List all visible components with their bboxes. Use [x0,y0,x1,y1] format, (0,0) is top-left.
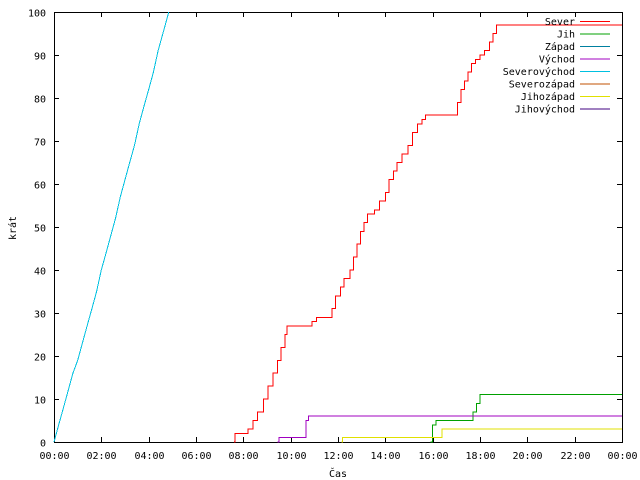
x-tick-label: 08:00 [228,451,258,462]
x-tick-label: 04:00 [134,451,164,462]
y-tick-label: 70 [34,138,46,149]
y-tick-labels: 0 10 20 30 40 50 60 70 80 90 100 [28,9,46,450]
legend-label: Severozápad [509,79,575,91]
x-tick-label: 00:00 [39,451,69,462]
axis-ticks [54,12,623,443]
legend-label: Severovýchod [503,66,575,78]
series-line-sever [233,24,622,443]
x-tick-label: 06:00 [181,451,211,462]
y-tick-label: 30 [34,310,46,321]
legend-label: Jihozápad [521,91,575,103]
x-axis-title: Čas [329,467,347,480]
y-tick-label: 60 [34,181,46,192]
x-tick-label: 20:00 [512,451,542,462]
x-tick-label: 14:00 [370,451,400,462]
y-tick-label: 40 [34,267,46,278]
x-tick-label: 18:00 [465,451,495,462]
legend-label: Sever [545,17,575,28]
y-tick-label: 80 [34,95,46,106]
y-axis-title: krát [7,216,19,240]
x-tick-label: 16:00 [418,451,448,462]
x-tick-label: 12:00 [323,451,353,462]
series-line-severovýchod [53,11,170,443]
legend-label: Západ [545,41,575,53]
x-tick-labels: 00:00 02:00 04:00 06:00 08:00 10:00 12:00 14:00… [39,451,637,462]
y-tick-label: 0 [40,439,46,450]
series-line-jih [430,394,622,443]
y-tick-label: 90 [34,52,46,63]
legend-label: Jihovýchod [515,104,575,116]
series-line-jihozápad [341,428,622,443]
series-line-východ [277,415,622,443]
x-tick-label: 02:00 [86,451,116,462]
legend: Sever JihZápadVýchodSeverovýchodSeverozáp… [503,17,610,116]
y-tick-label: 20 [34,353,46,364]
y-tick-label: 10 [34,396,46,407]
x-tick-label: 10:00 [276,451,306,462]
y-tick-label: 100 [28,9,46,20]
y-tick-label: 50 [34,224,46,235]
x-tick-label: 22:00 [560,451,590,462]
x-tick-label: 00:00 [607,451,637,462]
legend-label: Východ [539,54,575,66]
legend-label: Jih [557,30,575,41]
series-lines [53,11,622,443]
